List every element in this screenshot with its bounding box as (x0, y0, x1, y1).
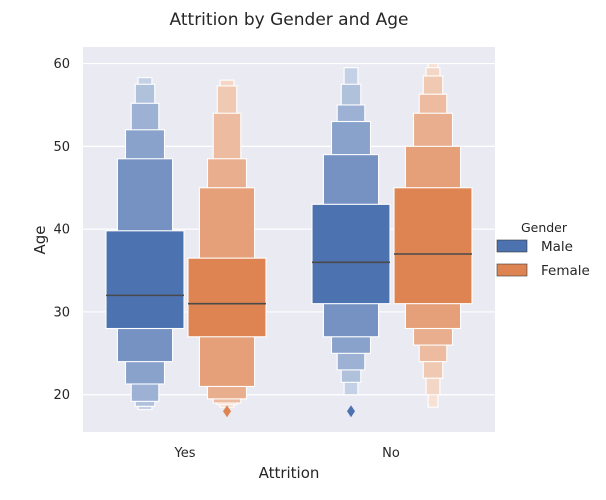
boxen-level (393, 187, 473, 305)
boxen-level (105, 230, 185, 330)
y-tick-labels: 20 30 40 50 60 (53, 57, 70, 403)
boxen-level (311, 203, 391, 305)
y-tick-label: 50 (53, 140, 70, 155)
boxen-group (105, 77, 185, 411)
x-axis-label: Attrition (259, 464, 320, 482)
x-tick-label: Yes (174, 446, 196, 461)
boxen-group (393, 63, 473, 408)
y-tick-label: 20 (53, 388, 70, 403)
y-tick-label: 30 (53, 305, 70, 320)
chart-title: Attrition by Gender and Age (170, 10, 409, 30)
legend-title: Gender (521, 220, 568, 235)
boxen-group (311, 67, 391, 418)
y-tick-label: 40 (53, 223, 70, 238)
x-tick-label: No (382, 446, 400, 461)
y-axis-label: Age (31, 225, 49, 254)
boxen-group (187, 79, 267, 418)
legend: Gender Male Female (496, 220, 590, 279)
legend-swatch (496, 239, 528, 253)
legend-label: Male (541, 239, 573, 255)
boxen-level (187, 257, 267, 338)
x-tick-labels: Yes No (174, 446, 400, 461)
legend-label: Female (541, 263, 590, 279)
boxen-marks (105, 63, 473, 418)
legend-swatch (496, 263, 528, 277)
outlier-point (347, 405, 355, 418)
outlier-point (223, 405, 231, 418)
y-tick-label: 60 (53, 57, 70, 72)
